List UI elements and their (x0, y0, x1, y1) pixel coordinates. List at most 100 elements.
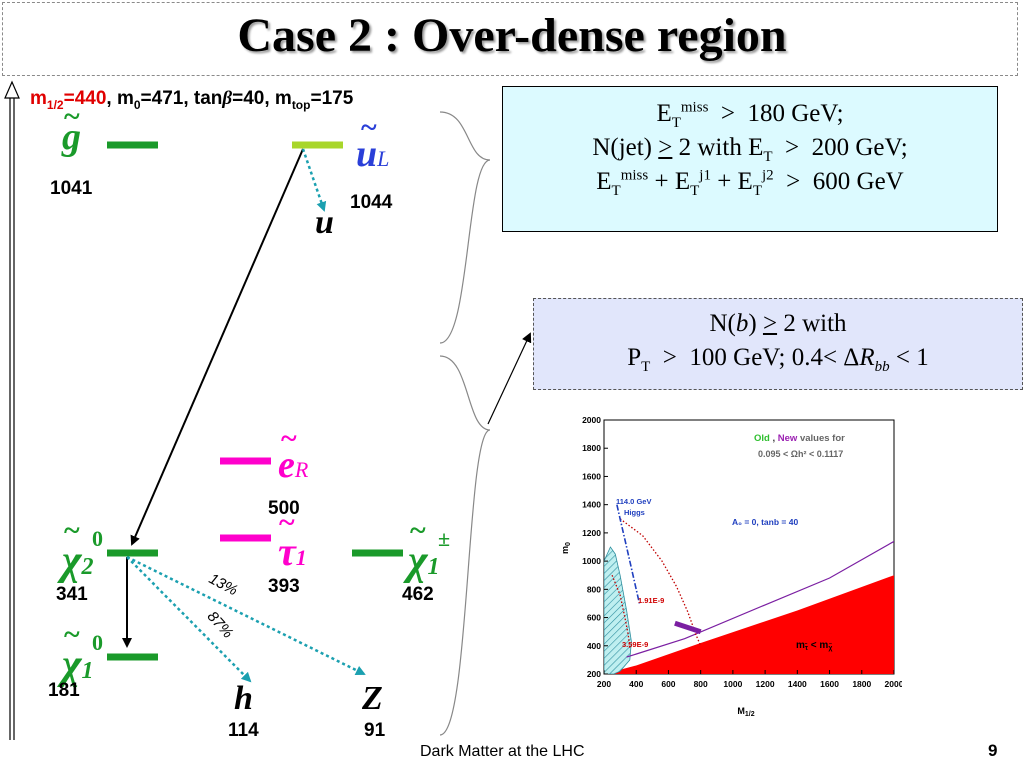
chi1-sup: 0 (92, 630, 103, 655)
bcut-line-2: PT > 100 GeV; 0.4< ΔRbb < 1 (534, 341, 1022, 375)
chargino-sub: 1 (427, 554, 440, 580)
quark-u-label: u (315, 204, 334, 241)
bcut1-ge: > (762, 310, 778, 337)
x-tick-label: 1200 (756, 679, 775, 689)
param-m12: m (30, 88, 47, 109)
stau-label: τ1 (278, 532, 307, 572)
gm2-region (604, 546, 632, 674)
legend-line-2: 0.095 < Ωh² < 0.1117 (758, 449, 843, 459)
contour-1-91e-9 (619, 518, 702, 647)
bcut2-sub2: bb (874, 359, 890, 375)
chi1-symbol: χ (62, 642, 82, 688)
new-relic-band (674, 620, 702, 635)
x-tick-label: 2000 (885, 679, 902, 689)
param-tanb-value: =40, m (232, 88, 292, 109)
x-tick-label: 1000 (723, 679, 742, 689)
cut2-with: 2 with E (672, 134, 764, 161)
higgs-limit-line (616, 504, 641, 604)
bcut2-sub: T (641, 359, 651, 375)
y-tick-label: 600 (587, 613, 601, 623)
higgs-annotation-2: Higgs (624, 508, 645, 517)
gluino-symbol: g (62, 116, 81, 158)
branching-87: 87% (204, 608, 237, 642)
contour-label-1: 1.91E-9 (638, 596, 664, 605)
y-tick-label: 400 (587, 641, 601, 651)
chargino-label: χ1 (408, 540, 440, 582)
y-axis-ticks: 200 400 600 800 1000 1200 1400 1600 1800 2000 (582, 415, 608, 679)
param-m12-value: =440 (63, 88, 107, 109)
squark-symbol: u (356, 133, 378, 175)
stau-lsp-region (604, 575, 894, 674)
cut-line-1: ETmiss > 180 GeV; (503, 97, 997, 131)
higgs-mass: 114 (228, 720, 259, 741)
brace-to-bcut-arrow (487, 332, 532, 425)
chi2-label: χ2 (62, 540, 94, 582)
y-tick-label: 200 (587, 669, 601, 679)
chi1-label: χ1 (62, 644, 94, 686)
selectron-tilde: ~ (281, 422, 297, 455)
param-m0: , m (106, 88, 134, 109)
bjet-cuts-box: N(b) > 2 with PT > 100 GeV; 0.4< ΔRbb < … (533, 298, 1023, 390)
cut3-sub3: T (752, 183, 762, 199)
squark-tilde: ~ (361, 111, 377, 144)
cut3-sup1: miss (620, 167, 649, 184)
cut1-sup: miss (680, 99, 709, 116)
bcut1-n: N( (709, 310, 736, 337)
x-tick-label: 1600 (820, 679, 839, 689)
cut1-sub: T (671, 115, 681, 131)
stau-sub: 1 (295, 545, 307, 570)
cut3-sub1: T (611, 183, 621, 199)
cut-line-2: N(jet) > 2 with ET > 200 GeV; (503, 131, 997, 165)
squark-mass: 1044 (350, 192, 393, 213)
bcut1-paren: ) (748, 310, 763, 337)
chargino-sup: ± (438, 526, 451, 551)
x-tick-label: 200 (597, 679, 611, 689)
cut2-sub: T (763, 149, 773, 165)
legend-line-1: Old , New values for (754, 433, 845, 444)
cut2-njet: N(jet) (592, 134, 659, 161)
cut2-value: > 200 GeV; (772, 134, 908, 161)
boundary-line (626, 540, 894, 658)
x-tick-label: 400 (629, 679, 643, 689)
chargino-symbol: χ (408, 538, 428, 584)
bcut2-p: P (627, 344, 642, 371)
param-m12-sub: 1/2 (46, 97, 64, 112)
selectron-label: eR (278, 446, 308, 484)
cut3-plus1: + E (648, 168, 691, 195)
bcut2-end: < 1 (889, 344, 929, 371)
cut3-sup2: j1 (699, 167, 711, 184)
param-m0-value: =471, tan (140, 88, 223, 109)
squark-to-chi2-arrow (130, 148, 304, 546)
x-tick-label: 1800 (852, 679, 871, 689)
y-tick-label: 1000 (582, 556, 601, 566)
bcut1-with: 2 with (777, 310, 847, 337)
y-axis-label: m0 (560, 542, 572, 554)
bcut1-b: b (735, 310, 749, 337)
x-axis-ticks: 200 400 600 800 1000 1200 1400 1600 1800 2000 (597, 670, 902, 689)
x-axis-label: M1/2 (737, 706, 754, 718)
chi2-tilde: ~ (64, 514, 80, 547)
y-tick-label: 800 (587, 584, 601, 594)
gluino-tilde: ~ (64, 100, 80, 133)
param-m0-sub: 0 (133, 97, 141, 112)
title-frame (2, 2, 1018, 76)
gluino-label: g (62, 118, 81, 156)
y-tick-label: 2000 (582, 415, 601, 425)
cut1-value: > 180 GeV; (708, 100, 844, 127)
contour-3-59e-9 (611, 574, 631, 649)
param-beta: β (222, 88, 233, 109)
x-tick-label: 1400 (788, 679, 807, 689)
lower-brace (439, 355, 491, 736)
chi2-symbol: χ (62, 538, 82, 584)
cut3-e: E (596, 168, 612, 195)
cut3-sub2: T (690, 183, 700, 199)
squark-label: uL (356, 135, 389, 173)
param-mtop-value: =175 (310, 88, 354, 109)
squark-sub: L (377, 146, 390, 171)
cut-line-3: ETmiss + ETj1 + ETj2 > 600 GeV (503, 165, 997, 199)
y-tick-label: 1800 (582, 443, 601, 453)
bcut2-delta: Δ (843, 344, 860, 371)
zboson-label: Z (362, 680, 383, 717)
bcut-line-1: N(b) > 2 with (534, 307, 1022, 341)
